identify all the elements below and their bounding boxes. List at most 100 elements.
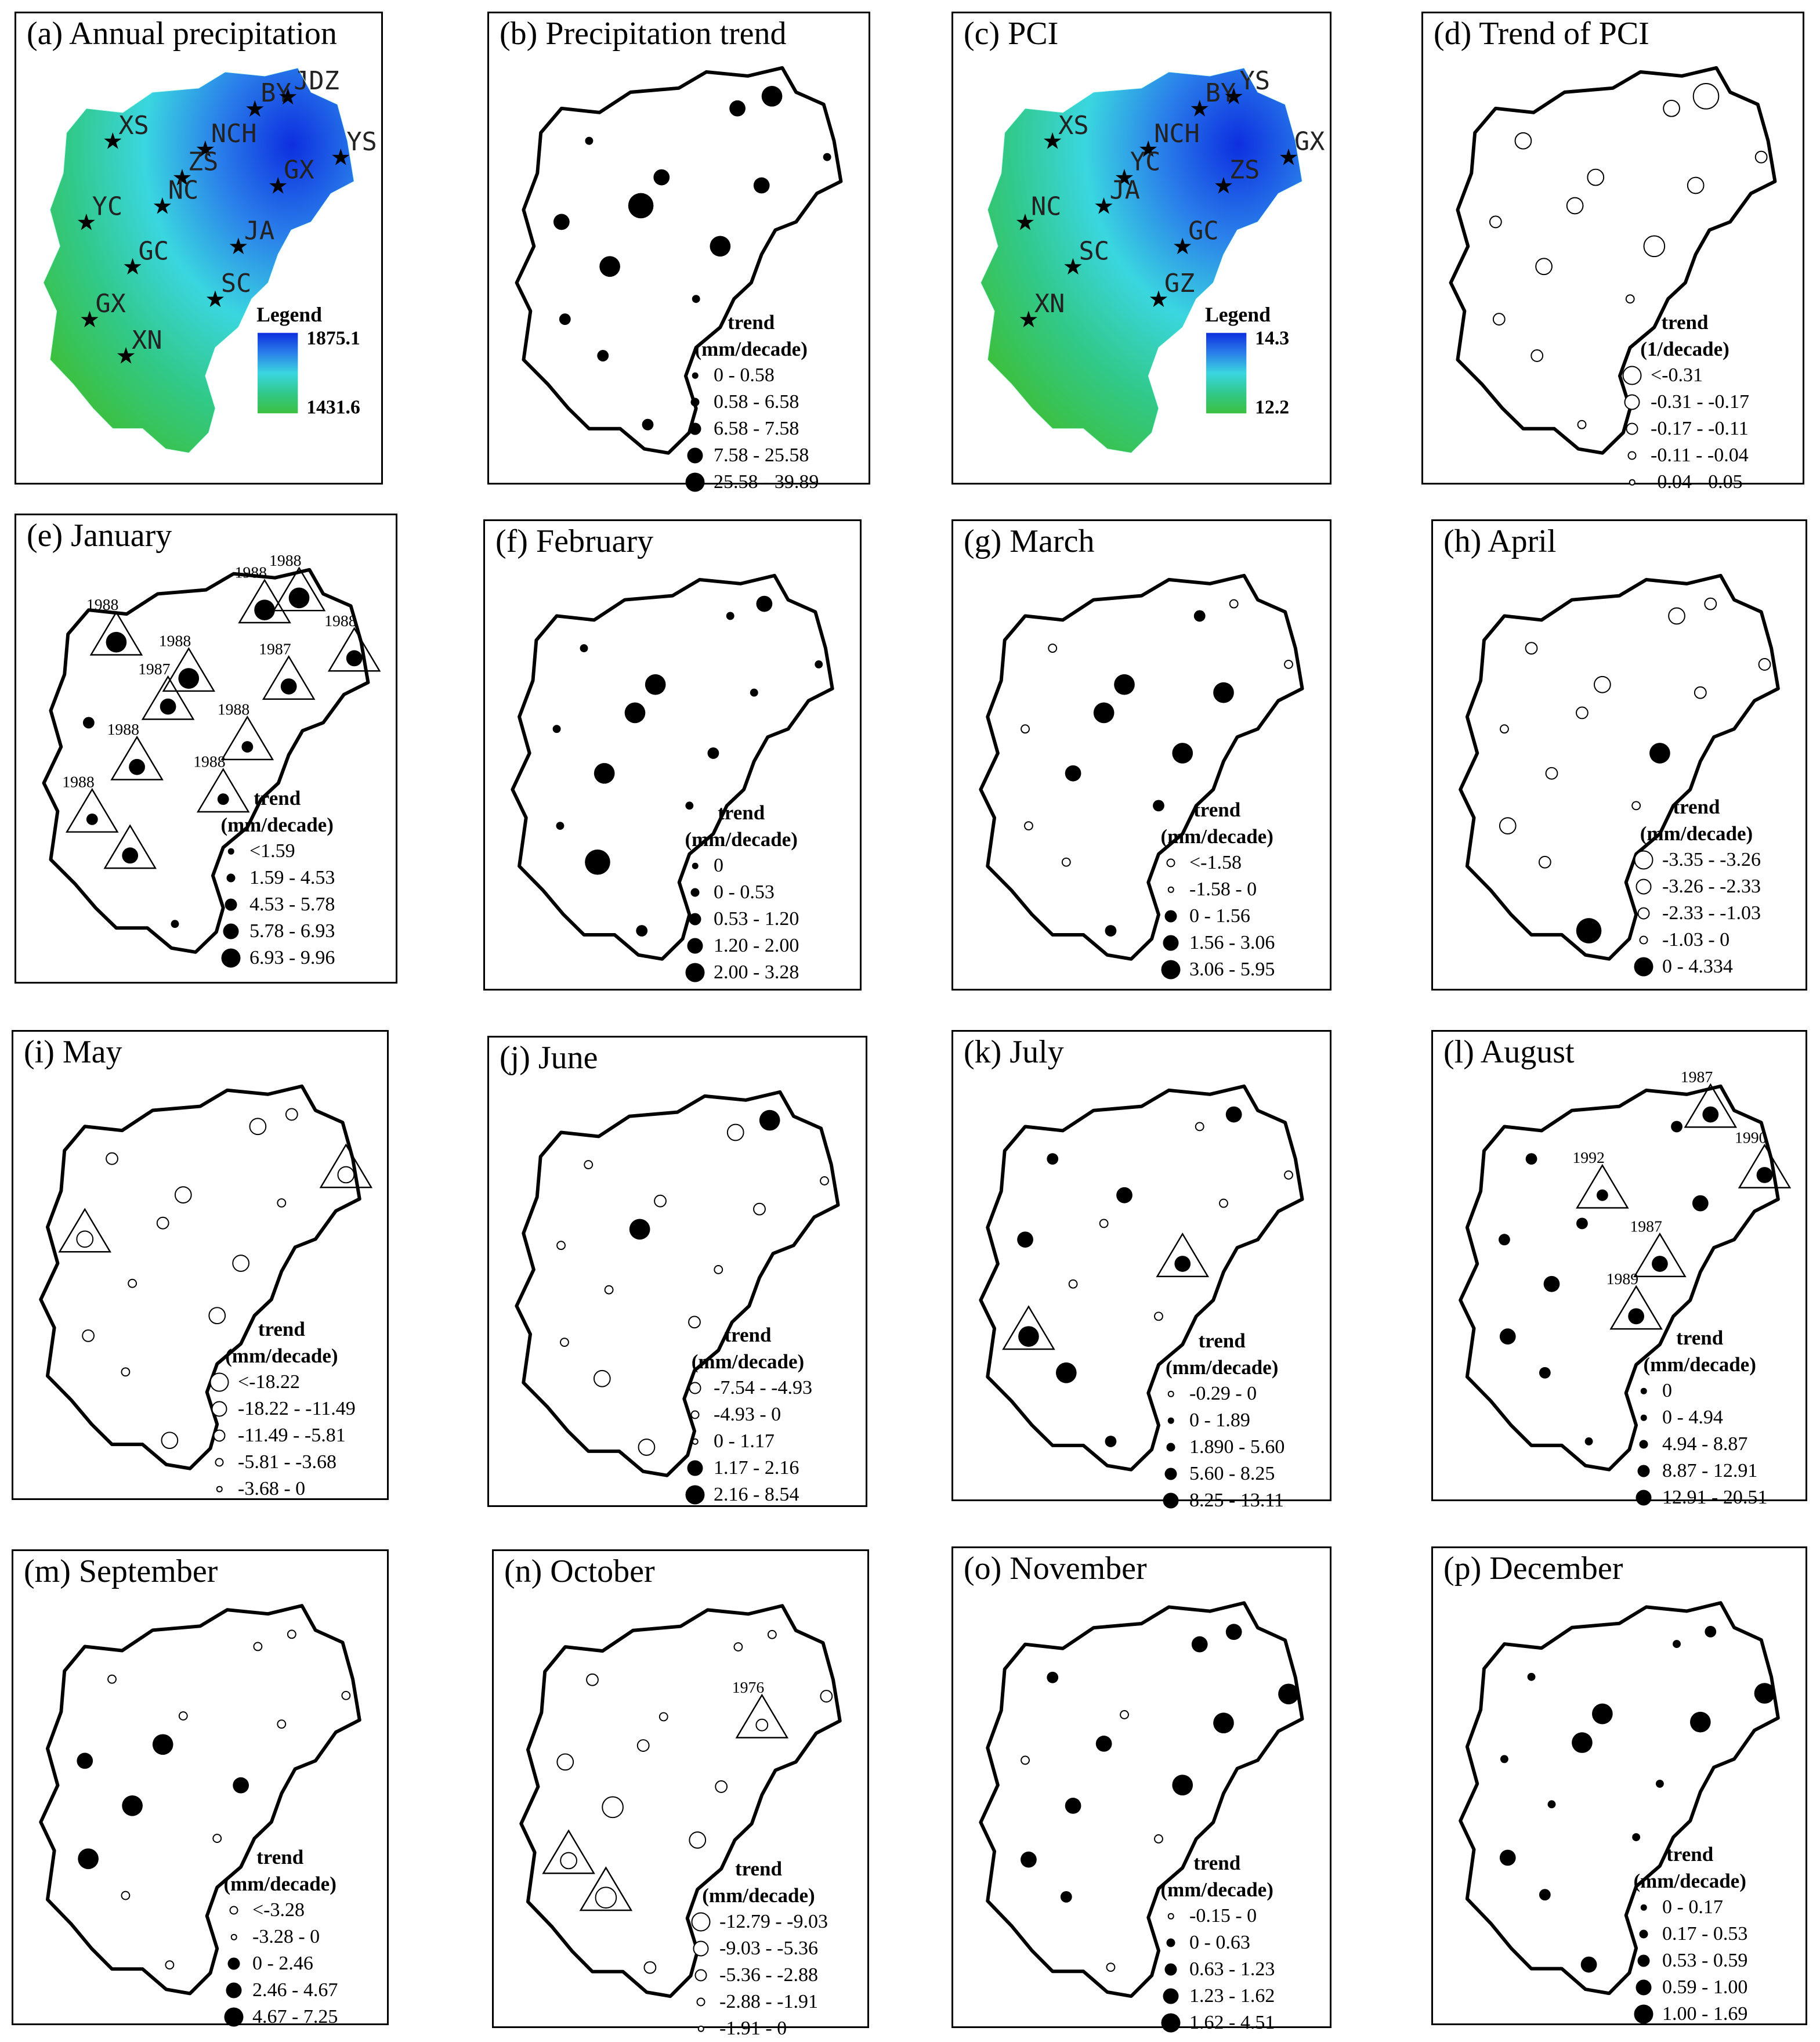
trend-legend: trend (mm/decade) <-3.28 -3.28 - 0 0 - 2.46 2…	[222, 1844, 338, 2030]
station-label: SC	[221, 269, 251, 298]
legend-label: <-18.22	[238, 1371, 300, 1393]
station-label: NCH	[1154, 120, 1200, 149]
station-trend-dot	[597, 350, 609, 362]
map-c: ★XS★NCH★BY★YS★GX★ZS★YC★NC ★JA★GC★SC★GZ★XN…	[980, 67, 1325, 454]
panel-f: (f) February trend (mm/decade) 0 0 - 0.53 0.5…	[483, 519, 862, 991]
change-year-label: 1992	[1572, 1149, 1604, 1167]
station-trend-dot	[107, 1674, 117, 1684]
legend-symbol	[223, 923, 239, 939]
station-star: ★	[1015, 209, 1036, 235]
legend-label: 0	[714, 855, 723, 876]
change-point-triangle	[196, 768, 250, 813]
station-trend-dot	[1692, 83, 1720, 110]
station-trend-dot	[1499, 1234, 1510, 1246]
station-trend-dot	[585, 136, 594, 145]
legend-title: (mm/decade)	[1160, 1878, 1273, 1901]
station-trend-dot	[161, 1432, 179, 1450]
legend-symbol	[1640, 1414, 1647, 1421]
change-point-triangle	[1576, 1163, 1629, 1209]
station-label: SC	[1079, 237, 1109, 266]
legend-label: 0 - 0.53	[714, 881, 775, 903]
legend-symbol	[1163, 1492, 1179, 1509]
station-trend-dot	[645, 674, 666, 695]
station-trend-dot	[1692, 1195, 1709, 1212]
station-trend-dot	[1021, 1755, 1030, 1765]
legend-symbol	[224, 2007, 244, 2027]
legend-label: 1.23 - 1.62	[1189, 1985, 1275, 2007]
change-year-label: 1988	[193, 753, 225, 771]
legend-title: (mm/decade)	[1640, 822, 1753, 845]
station-star: ★	[1094, 193, 1115, 219]
change-year-label: 1988	[324, 612, 356, 630]
station-trend-dot	[212, 1834, 222, 1844]
station-trend-dot	[178, 1711, 188, 1721]
station-trend-dot	[1576, 1217, 1588, 1230]
station-trend-dot	[285, 1108, 298, 1121]
legend-item: 2.00 - 3.28	[683, 959, 799, 986]
change-year-label: 1987	[138, 660, 171, 678]
legend-symbol	[1640, 1904, 1647, 1911]
change-point-triangle	[141, 675, 195, 720]
station-trend-dot	[761, 86, 783, 107]
change-point-triangle	[272, 566, 326, 612]
station-trend-dot	[1225, 1624, 1242, 1640]
trend-legend: trend (mm/decade) 0 0 - 0.53 0.53 - 1.20 1.20…	[683, 800, 799, 986]
station-trend-dot	[1061, 857, 1071, 867]
station-star: ★	[245, 96, 266, 122]
legend-symbol	[226, 1982, 242, 1998]
legend-title: trend	[1661, 311, 1709, 334]
station-star: ★	[152, 193, 173, 219]
legend-symbol	[1167, 1913, 1174, 1920]
legend-label: 6.93 - 9.96	[249, 947, 335, 968]
station-trend-dot	[1754, 1683, 1775, 1704]
station-trend-dot	[1099, 1219, 1109, 1228]
station-label: NCH	[211, 120, 257, 149]
legend-item: 0 - 4.94	[1632, 1404, 1767, 1431]
legend-symbol	[213, 1429, 226, 1442]
legend-symbol	[1164, 910, 1177, 923]
legend-item: 1.20 - 2.00	[683, 933, 799, 959]
station-trend-dot	[1543, 1275, 1560, 1292]
station-star: ★	[331, 145, 352, 171]
legend-label: 0 - 0.17	[1662, 1896, 1723, 1918]
legend-label: 0 - 2.46	[252, 1953, 313, 1974]
change-year-label: 1989	[1606, 1270, 1638, 1288]
legend-symbol	[221, 948, 241, 968]
legend-symbol	[230, 1933, 237, 1940]
legend-title: trend	[1193, 1852, 1241, 1874]
legend-item: 1.23 - 1.62	[1159, 1983, 1275, 2010]
legend-symbol	[1164, 1468, 1177, 1480]
station-trend-dot	[1625, 294, 1635, 304]
station-star: ★	[122, 254, 143, 280]
change-point-triangle	[58, 1208, 112, 1253]
panel-title: (a) Annual precipitation	[27, 16, 337, 52]
station-trend-dot	[594, 762, 615, 784]
station-trend-dot	[121, 1367, 131, 1377]
station-trend-dot	[82, 717, 95, 729]
legend-symbol	[685, 472, 705, 492]
legend-label: 5.60 - 8.25	[1189, 1463, 1275, 1484]
legend-item: 1.62 - 4.51	[1159, 2010, 1275, 2036]
legend-label: 4.67 - 7.25	[252, 2006, 338, 2027]
legend-title: (1/decade)	[1640, 337, 1729, 360]
station-trend-dot	[1172, 1774, 1193, 1796]
station-star: ★	[1189, 96, 1210, 122]
legend-symbol	[1636, 879, 1652, 895]
station-trend-dot	[1652, 1256, 1668, 1272]
station-trend-dot	[1284, 1170, 1293, 1180]
station-trend-dot	[654, 1194, 667, 1208]
legend-symbol	[1167, 1390, 1174, 1397]
station-trend-dot	[152, 1734, 173, 1755]
station-trend-dot	[1489, 215, 1502, 229]
legend-label: 1.59 - 4.53	[249, 867, 335, 888]
station-trend-dot	[160, 698, 176, 715]
change-year-label: 1976	[732, 1679, 765, 1697]
legend-symbol	[689, 1382, 701, 1394]
legend-title: trend	[718, 801, 765, 824]
legend-title: trend	[1673, 796, 1720, 818]
change-point-triangle	[66, 787, 119, 833]
station-trend-dot	[689, 1831, 707, 1849]
station-trend-dot	[1065, 1798, 1081, 1814]
panel-n: 1976 (n) October trend (mm/decade) -12.79 - …	[492, 1549, 869, 2039]
station-star: ★	[1063, 254, 1084, 280]
